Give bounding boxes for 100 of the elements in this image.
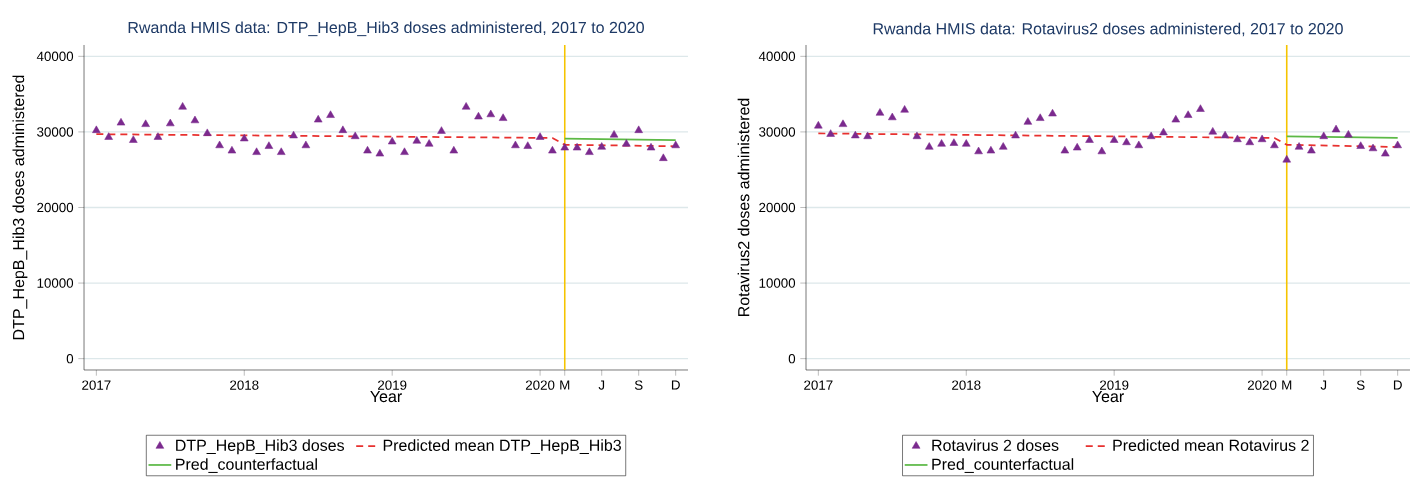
x-tick-label: 2019 [1100,380,1129,390]
x-tick-label: 2017 [82,380,111,390]
x-tick-label: D [671,380,680,390]
legend-label: Rotavirus 2 doses [932,439,1059,451]
point [461,102,471,110]
point [671,140,680,149]
legend-label: Pred_counterfactual [176,458,317,473]
y-tick-label: 10000 [759,278,796,288]
point [1319,131,1328,139]
point [560,142,569,151]
point [999,142,1008,150]
point [1109,135,1119,143]
x-tick-label: J [598,380,605,390]
y-tick-label: 40000 [758,51,796,62]
y-tick-label: 30000 [759,127,796,137]
point [289,130,298,139]
point [166,118,175,127]
point [498,113,508,121]
point [326,110,335,118]
y-axis-title: Rotavirus2 doses administered [737,98,750,316]
point [1048,108,1057,117]
point [1220,130,1230,139]
point [1356,141,1365,149]
point [1270,140,1279,149]
point [1381,149,1390,157]
y-tick-label: 20000 [759,202,796,213]
y-tick-label: 0 [788,353,796,364]
point [1072,142,1082,151]
point [1060,146,1070,154]
chart-title: Rwanda HMIS data: Rotavirus2 doses administered, 2017 to 2020 [873,22,1343,37]
x-tick-label: D [1393,380,1402,390]
point [585,147,594,155]
point [1294,142,1304,150]
x-tick-label: S [634,380,643,390]
x-tick-label: 2018 [952,380,981,390]
point [129,135,138,143]
point [203,128,212,136]
point [523,141,532,149]
point [1171,115,1180,123]
point [252,147,261,155]
point [277,147,286,155]
point [974,146,983,155]
point [1085,135,1094,143]
point [572,142,582,151]
x-tick-label: S [1356,380,1365,390]
point [925,142,934,150]
point [474,112,483,120]
point [1344,130,1353,138]
point [227,146,237,154]
chart-title: Rwanda HMIS data: DTP_HepB_Hib3 doses administered, 2017 to 2020 [128,21,644,37]
point [351,131,360,139]
point [900,105,909,113]
point [1282,155,1291,163]
y-tick-label: 20000 [37,202,74,213]
x-axis-title: Year [370,390,402,403]
point [190,115,200,124]
point [1196,104,1205,112]
point [1245,137,1254,146]
point [634,125,643,133]
point [548,146,557,154]
point [1233,134,1242,143]
legend-label: DTP_HepB_Hib3 doses [176,439,345,455]
point [1023,117,1033,125]
point [412,136,422,144]
point [1134,140,1144,149]
point [375,149,385,157]
point [387,136,397,145]
x-tick-label: 2019 [378,380,407,390]
x-tick-label: 2018 [230,380,259,390]
point [437,126,446,134]
point [92,125,101,133]
point [1208,127,1217,135]
point [863,131,872,139]
point [301,140,311,149]
point [912,131,922,139]
point [888,112,897,121]
point [400,147,409,155]
x-tick-label: 2020 [525,380,555,390]
y-tick-label: 10000 [37,278,74,288]
legend-label: Predicted mean Rotavirus 2 [1113,439,1309,451]
point [338,125,348,133]
point [597,142,606,150]
point [1097,146,1107,155]
point [363,146,372,154]
point [240,133,249,142]
point [986,146,996,154]
point [264,141,274,149]
point [851,130,860,139]
point [215,140,224,149]
point [424,139,434,147]
point [1146,131,1156,139]
point [1011,130,1020,139]
point [141,119,150,127]
point [646,142,656,151]
point [486,109,495,118]
point [609,130,619,138]
point [1159,127,1168,136]
y-tick-label: 30000 [37,127,74,137]
y-tick-label: 0 [66,353,74,364]
point [535,132,545,140]
